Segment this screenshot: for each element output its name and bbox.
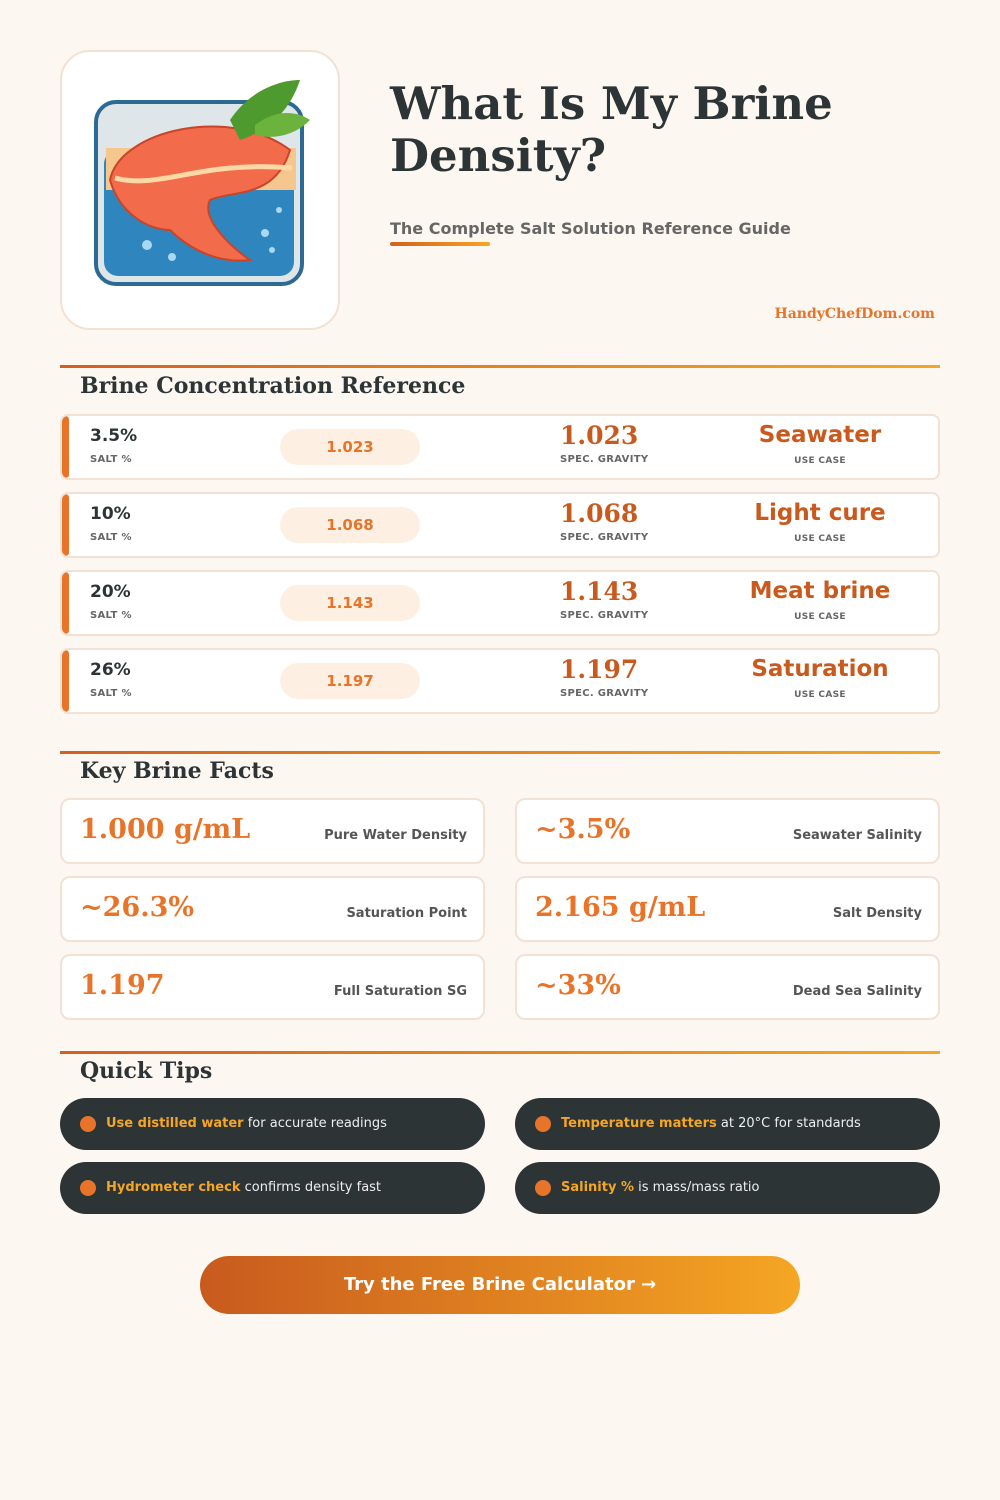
tip-highlight: Temperature matters [561, 1116, 717, 1131]
salt-percent: 3.5% [90, 426, 138, 446]
reference-row: 10% SALT % 1.068 1.068 SPEC. GRAVITY Lig… [60, 492, 940, 558]
row-accent-bar [62, 572, 69, 634]
row-accent-bar [62, 650, 69, 712]
section-divider [60, 1051, 940, 1054]
page-title: What Is My Brine Density? [390, 77, 833, 182]
row-accent-bar [62, 416, 69, 478]
reference-row: 26% SALT % 1.197 1.197 SPEC. GRAVITY Sat… [60, 648, 940, 714]
fact-card: 1.197 Full Saturation SG [60, 954, 485, 1020]
tips-title: Quick Tips [80, 1058, 213, 1084]
use-case-label: USE CASE [794, 534, 846, 544]
fact-card: ~26.3% Saturation Point [60, 876, 485, 942]
tip-text: at 20°C for standards [716, 1116, 861, 1131]
gravity-pill: 1.023 [280, 429, 420, 465]
salt-label: SALT % [90, 454, 132, 465]
tip-text: for accurate readings [243, 1116, 387, 1131]
salt-percent: 10% [90, 504, 131, 524]
fact-value: 2.165 g/mL [535, 892, 706, 923]
brine-calculator-button[interactable]: Try the Free Brine Calculator → [200, 1256, 800, 1314]
specific-gravity: 1.143 [560, 577, 639, 606]
tip-pill: Temperature matters at 20°C for standard… [515, 1098, 940, 1150]
fact-value: 1.197 [80, 970, 165, 1001]
salt-label: SALT % [90, 532, 132, 543]
gravity-pill: 1.197 [280, 663, 420, 699]
fact-value: 1.000 g/mL [80, 814, 251, 845]
facts-title: Key Brine Facts [80, 758, 274, 784]
fact-card: 1.000 g/mL Pure Water Density [60, 798, 485, 864]
fact-label: Seawater Salinity [792, 828, 922, 843]
hero-image-card [60, 50, 340, 330]
gravity-label: SPEC. GRAVITY [560, 688, 649, 699]
tip-highlight: Salinity % [561, 1180, 634, 1195]
fact-label: Full Saturation SG [333, 984, 467, 999]
specific-gravity: 1.197 [560, 655, 639, 684]
tip-highlight: Use distilled water [106, 1116, 244, 1131]
bullet-dot-icon [535, 1180, 551, 1196]
salt-percent: 26% [90, 660, 131, 680]
site-link[interactable]: HandyChefDom.com [774, 306, 936, 322]
row-accent-bar [62, 494, 69, 556]
use-case: Light cure [754, 500, 886, 526]
specific-gravity: 1.068 [560, 499, 639, 528]
fact-label: Saturation Point [346, 906, 467, 921]
tip-pill: Hydrometer check confirms density fast [60, 1162, 485, 1214]
tip-text: confirms density fast [240, 1180, 382, 1195]
tip-highlight: Hydrometer check [106, 1180, 241, 1195]
fact-value: ~26.3% [80, 892, 195, 923]
gravity-label: SPEC. GRAVITY [560, 532, 649, 543]
use-case: Seawater [758, 422, 882, 448]
section-divider [60, 751, 940, 754]
reference-row: 20% SALT % 1.143 1.143 SPEC. GRAVITY Mea… [60, 570, 940, 636]
fact-card: 2.165 g/mL Salt Density [515, 876, 940, 942]
use-case: Saturation [751, 656, 889, 682]
salt-label: SALT % [90, 610, 132, 621]
fact-label: Pure Water Density [324, 828, 467, 843]
fact-card: ~33% Dead Sea Salinity [515, 954, 940, 1020]
gravity-label: SPEC. GRAVITY [560, 454, 649, 465]
specific-gravity: 1.023 [560, 421, 639, 450]
bullet-dot-icon [80, 1116, 96, 1132]
use-case-label: USE CASE [794, 456, 846, 466]
fact-label: Salt Density [832, 906, 922, 921]
reference-title: Brine Concentration Reference [80, 373, 466, 399]
gravity-pill: 1.068 [280, 507, 420, 543]
tip-pill: Salinity % is mass/mass ratio [515, 1162, 940, 1214]
subtitle-underline [390, 242, 490, 246]
gravity-pill: 1.143 [280, 585, 420, 621]
bullet-dot-icon [80, 1180, 96, 1196]
fact-value: ~33% [535, 970, 621, 1001]
salt-label: SALT % [90, 688, 132, 699]
use-case: Meat brine [749, 578, 891, 604]
page-subtitle: The Complete Salt Solution Reference Gui… [390, 219, 791, 238]
fact-label: Dead Sea Salinity [792, 984, 922, 999]
bullet-dot-icon [535, 1116, 551, 1132]
tip-pill: Use distilled water for accurate reading… [60, 1098, 485, 1150]
tip-text: is mass/mass ratio [634, 1180, 760, 1195]
fact-card: ~3.5% Seawater Salinity [515, 798, 940, 864]
use-case-label: USE CASE [794, 612, 846, 622]
use-case-label: USE CASE [794, 690, 846, 700]
salmon-brine-icon [94, 80, 310, 286]
fact-value: ~3.5% [535, 814, 631, 845]
section-divider [60, 365, 940, 368]
gravity-label: SPEC. GRAVITY [560, 610, 649, 621]
salt-percent: 20% [90, 582, 131, 602]
reference-row: 3.5% SALT % 1.023 1.023 SPEC. GRAVITY Se… [60, 414, 940, 480]
